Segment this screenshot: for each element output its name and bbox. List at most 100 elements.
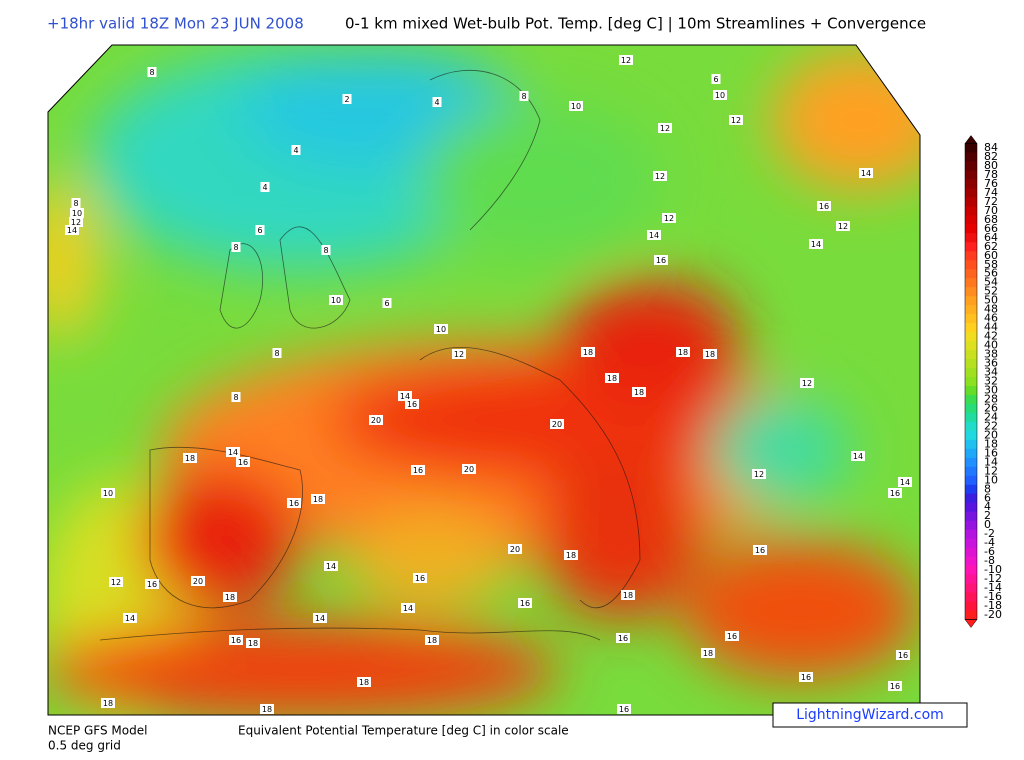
- contour-label: 12: [802, 379, 812, 388]
- contour-label: 20: [510, 545, 520, 554]
- contour-label: 18: [185, 454, 195, 463]
- contour-label-box: [405, 399, 419, 409]
- contour-label: 16: [415, 574, 425, 583]
- contour-label-box: [411, 465, 425, 475]
- contour-label-box: [231, 392, 241, 402]
- colorbar-swatch: [965, 224, 977, 234]
- colorbar-swatch: [965, 368, 977, 378]
- contour-label-box: [859, 168, 873, 178]
- colorbar-label: 42: [984, 330, 998, 343]
- colorbar-swatch: [965, 359, 977, 369]
- contour-label: 18: [248, 639, 258, 648]
- colorbar-label: 22: [984, 419, 998, 432]
- contour-label: 20: [552, 420, 562, 429]
- colorbar-swatch: [965, 260, 977, 270]
- contour-label-box: [896, 650, 910, 660]
- colorbar-swatch: [965, 601, 977, 612]
- contour-label: 20: [193, 577, 203, 586]
- colorbar-swatch: [965, 466, 977, 477]
- colorbar-label: 10: [984, 473, 998, 486]
- colorbar-swatch: [965, 583, 977, 594]
- contour-label: 8: [149, 68, 154, 77]
- colorbar-swatch: [965, 242, 977, 252]
- contour-label: 18: [583, 348, 593, 357]
- colorbar-label: 82: [984, 150, 998, 163]
- colorbar-label: 38: [984, 348, 998, 361]
- colorbar-label: 58: [984, 258, 998, 271]
- contour-label: 16: [755, 546, 765, 555]
- contour-label: 12: [731, 116, 741, 125]
- contour-label: 8: [323, 246, 328, 255]
- contour-label-box: [662, 213, 676, 223]
- contour-label-box: [183, 453, 197, 463]
- contour-label-box: [71, 198, 81, 208]
- colorbar-label: -14: [984, 581, 1002, 594]
- contour-label: 18: [313, 495, 323, 504]
- contour-label: 10: [72, 209, 82, 218]
- colorbar-swatch: [965, 412, 977, 423]
- contour-label-box: [617, 704, 631, 714]
- colorbar-label: 44: [984, 321, 998, 334]
- contour-label-box: [753, 545, 767, 555]
- colorbar-swatch: [965, 565, 977, 576]
- colorbar-label: 78: [984, 168, 998, 181]
- colorbar-label: 8: [984, 482, 991, 495]
- colorbar-label: 48: [984, 303, 998, 316]
- contour-label-box: [729, 115, 743, 125]
- contour-label-box: [398, 391, 412, 401]
- contour-label: 14: [853, 452, 863, 461]
- contour-label-box: [260, 704, 274, 714]
- contour-label: 8: [233, 393, 238, 402]
- colorbar-label: 40: [984, 339, 998, 352]
- contour-label: 8: [233, 243, 238, 252]
- contour-label: 16: [727, 632, 737, 641]
- colorbar-label: 36: [984, 357, 998, 370]
- contour-label: 10: [331, 296, 341, 305]
- contour-label: 16: [619, 705, 629, 714]
- contour-label-box: [851, 451, 865, 461]
- colorbar-swatch: [965, 556, 977, 567]
- contour-label-box: [123, 613, 137, 623]
- model-name: NCEP GFS Model: [48, 724, 147, 738]
- contour-label-box: [888, 488, 902, 498]
- contour-label-box: [452, 349, 466, 359]
- contour-label-box: [632, 387, 646, 397]
- colorbar-swatch: [965, 475, 977, 486]
- colorbar-label: 12: [984, 464, 998, 477]
- contour-label: 16: [520, 599, 530, 608]
- colorbar-label: 46: [984, 312, 998, 325]
- contour-label-box: [291, 145, 301, 155]
- contour-label-box: [725, 631, 739, 641]
- colorbar-swatch: [965, 179, 977, 189]
- contour-label-box: [287, 498, 301, 508]
- contour-label: 6: [384, 299, 389, 308]
- colorbar-label: 74: [984, 186, 998, 199]
- colorbar-label: 52: [984, 285, 998, 298]
- contour-label: 16: [618, 634, 628, 643]
- contour-label: 14: [400, 392, 410, 401]
- contour-label-box: [324, 561, 338, 571]
- colorbar-swatch: [965, 314, 977, 324]
- contour-label: 20: [464, 465, 474, 474]
- colorbar-label: -2: [984, 527, 995, 540]
- contour-label: 18: [705, 350, 715, 359]
- colorbar-swatch: [965, 287, 977, 297]
- colorbar-label: 16: [984, 446, 998, 459]
- contour-label: 18: [103, 699, 113, 708]
- contour-label-box: [342, 94, 352, 104]
- contour-label-box: [246, 638, 260, 648]
- colorbar-swatch: [965, 610, 977, 620]
- map: [48, 45, 920, 715]
- contour-label: 18: [607, 374, 617, 383]
- contour-label: 10: [103, 489, 113, 498]
- contour-label: 8: [521, 92, 526, 101]
- contour-label-box: [701, 648, 715, 658]
- colorbar-swatch: [965, 152, 977, 162]
- contour-label: 14: [315, 614, 325, 623]
- colorbar-cap-top: [964, 135, 978, 144]
- colorbar-label: 70: [984, 204, 998, 217]
- contour-label-box: [432, 97, 442, 107]
- colorbar-label: 28: [984, 392, 998, 405]
- contour-label-box: [191, 576, 205, 586]
- colorbar-label: -12: [984, 572, 1002, 585]
